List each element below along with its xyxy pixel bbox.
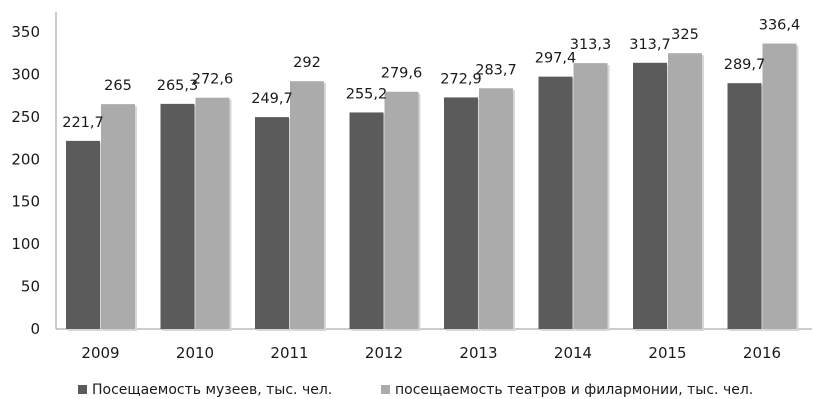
data-label: 292 bbox=[293, 55, 321, 71]
data-label: 336,4 bbox=[759, 18, 801, 34]
x-tick-label: 2012 bbox=[365, 344, 403, 362]
legend-swatch bbox=[381, 385, 390, 394]
bar-theatres bbox=[762, 43, 797, 329]
data-label: 255,2 bbox=[346, 86, 388, 102]
x-tick-label: 2014 bbox=[554, 344, 592, 362]
legend: Посещаемость музеев, тыс. чел. посещаемос… bbox=[78, 382, 753, 398]
x-axis: 2009 2010 2011 2012 2013 2014 2015 2016 bbox=[56, 328, 812, 362]
data-label: 325 bbox=[671, 27, 699, 43]
bar-museums bbox=[160, 103, 195, 330]
bar-museums bbox=[633, 62, 667, 330]
x-tick-label: 2011 bbox=[270, 344, 308, 362]
bar-museums bbox=[255, 117, 289, 329]
x-tick-label: 2013 bbox=[459, 344, 497, 362]
y-tick-label: 0 bbox=[30, 320, 40, 338]
y-tick-label: 250 bbox=[11, 108, 40, 126]
data-label: 221,7 bbox=[62, 115, 104, 131]
legend-label: посещаемость театров и филармонии, тыс. … bbox=[395, 382, 753, 398]
bar-theatres bbox=[290, 81, 324, 330]
legend-label: Посещаемость музеев, тыс. чел. bbox=[92, 382, 332, 398]
x-tick-label: 2010 bbox=[176, 344, 214, 362]
x-tick-label: 2009 bbox=[81, 344, 119, 362]
y-tick-label: 350 bbox=[11, 23, 40, 41]
y-axis: 0 50 100 150 200 250 300 350 bbox=[11, 12, 57, 338]
y-tick-label: 200 bbox=[11, 150, 40, 168]
data-label: 289,7 bbox=[724, 57, 766, 73]
bar-theatres bbox=[479, 88, 513, 329]
bar-museums bbox=[349, 112, 384, 329]
bar-museums bbox=[727, 83, 762, 329]
bar-museums bbox=[66, 140, 100, 329]
y-tick-label: 300 bbox=[11, 65, 40, 83]
data-label: 279,6 bbox=[381, 66, 423, 82]
bar-theatres bbox=[384, 91, 419, 329]
bar-theatres bbox=[101, 104, 135, 329]
x-tick-label: 2016 bbox=[743, 344, 781, 362]
data-label: 272,9 bbox=[440, 71, 482, 87]
bar-museums bbox=[538, 76, 573, 329]
y-tick-label: 50 bbox=[21, 278, 40, 296]
data-labels: 221,7 265,3 249,7 255,2 272,9 297,4 313,7 289,7… bbox=[62, 18, 800, 131]
data-label: 283,7 bbox=[475, 62, 517, 78]
data-label: 265 bbox=[104, 78, 132, 94]
bar-theatres bbox=[668, 53, 702, 329]
data-label: 297,4 bbox=[535, 51, 577, 67]
data-label: 313,7 bbox=[629, 37, 671, 53]
bar-theatres bbox=[573, 63, 608, 329]
bar-theatres bbox=[195, 97, 230, 329]
bars bbox=[66, 43, 799, 332]
y-tick-label: 150 bbox=[11, 193, 40, 211]
bar-museums bbox=[444, 97, 478, 329]
x-tick-label: 2015 bbox=[648, 344, 686, 362]
data-label: 249,7 bbox=[251, 91, 293, 107]
y-tick-label: 100 bbox=[11, 235, 40, 253]
legend-swatch bbox=[78, 385, 87, 394]
data-label: 313,3 bbox=[570, 37, 612, 53]
data-label: 265,3 bbox=[157, 78, 199, 94]
data-label: 272,6 bbox=[192, 72, 234, 88]
